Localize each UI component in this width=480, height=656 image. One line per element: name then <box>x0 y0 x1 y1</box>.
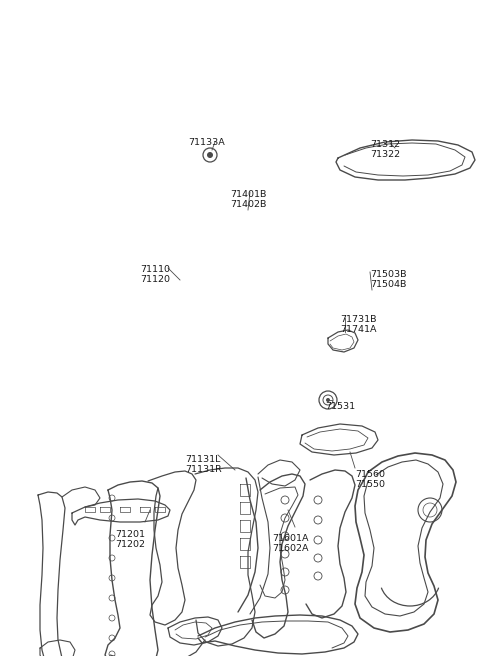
Text: 71110
71120: 71110 71120 <box>140 265 170 285</box>
Text: 71560
71550: 71560 71550 <box>355 470 385 489</box>
Text: 71133A: 71133A <box>188 138 225 147</box>
Text: 71503B
71504B: 71503B 71504B <box>370 270 407 289</box>
Text: 71131L
71131R: 71131L 71131R <box>185 455 222 474</box>
Text: 71401B
71402B: 71401B 71402B <box>230 190 266 209</box>
Text: 71312
71322: 71312 71322 <box>370 140 400 159</box>
Text: 71531: 71531 <box>325 402 355 411</box>
Circle shape <box>207 152 213 158</box>
Text: 71731B
71741A: 71731B 71741A <box>340 315 376 335</box>
Circle shape <box>326 398 330 402</box>
Text: 71601A
71602A: 71601A 71602A <box>272 534 309 554</box>
Text: 71201
71202: 71201 71202 <box>115 530 145 550</box>
